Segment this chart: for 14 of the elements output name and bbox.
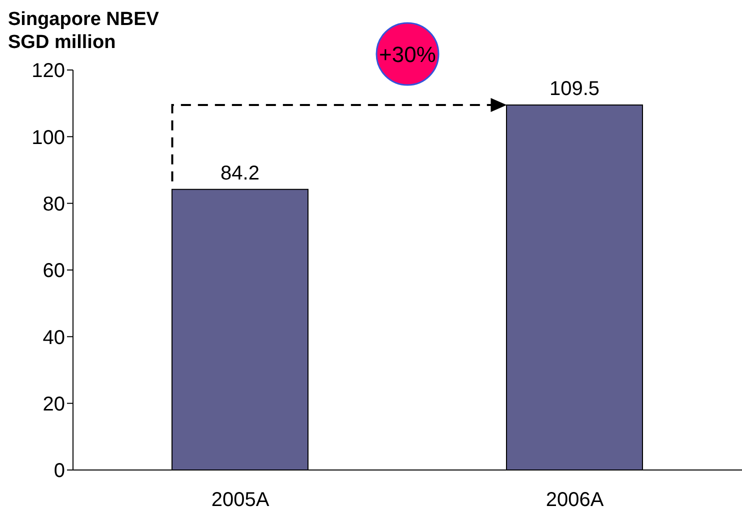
x-tick-label: 2006A <box>546 489 604 512</box>
y-tick-label: 80 <box>42 193 65 216</box>
y-tick-label: 60 <box>42 260 65 282</box>
y-tick-label: 100 <box>32 126 65 149</box>
x-tick-label: 2005A <box>211 489 270 512</box>
chart-title: Singapore NBEV <box>8 8 159 31</box>
data-label: 84.2 <box>220 162 260 184</box>
y-tick-label: 120 <box>32 60 65 82</box>
text: +30% <box>379 42 436 67</box>
y-tick-label: 40 <box>42 326 65 349</box>
chart-subtitle: SGD million <box>8 31 117 54</box>
y-tick-label: 0 <box>54 460 65 482</box>
data-label: 109.5 <box>549 78 600 100</box>
y-tick-label: 20 <box>42 393 65 416</box>
